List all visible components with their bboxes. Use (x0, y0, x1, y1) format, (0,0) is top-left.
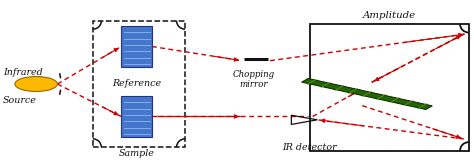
Bar (121, 26, 152, 67)
Bar (93, 21, 185, 147)
Text: Source: Source (3, 96, 37, 105)
Polygon shape (301, 78, 432, 110)
Bar (310, 24, 469, 151)
Text: Infrared: Infrared (3, 68, 43, 77)
Text: Reference: Reference (112, 79, 161, 88)
Text: Sample: Sample (118, 149, 155, 158)
Text: IR detector: IR detector (282, 143, 337, 152)
Text: Amplitude: Amplitude (363, 11, 416, 20)
Bar (121, 96, 152, 137)
Text: Chopping
mirror: Chopping mirror (232, 70, 274, 89)
Circle shape (15, 76, 57, 92)
